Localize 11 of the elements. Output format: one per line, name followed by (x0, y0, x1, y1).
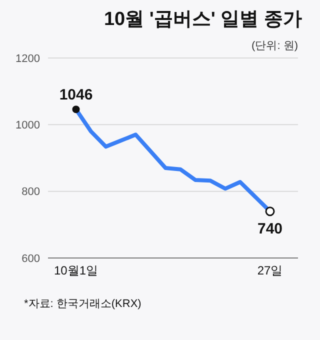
chart-title: 10월 '곱버스' 일별 종가 (104, 8, 302, 32)
y-tick-label: 600 (22, 252, 40, 265)
text: *자료: 한국거래소(KRX) (24, 297, 142, 312)
x-tick-label: 10월1일 (54, 264, 98, 278)
y-tick-label: 800 (22, 186, 40, 198)
chart-subtitle: (단위: 원) (252, 39, 298, 53)
x-tick-label: 27일 (257, 264, 283, 278)
data-label: 740 (257, 220, 283, 238)
y-tick-label: 1200 (16, 52, 40, 65)
y-tick-label: 1000 (16, 120, 40, 132)
data-label: 1046 (59, 86, 93, 104)
